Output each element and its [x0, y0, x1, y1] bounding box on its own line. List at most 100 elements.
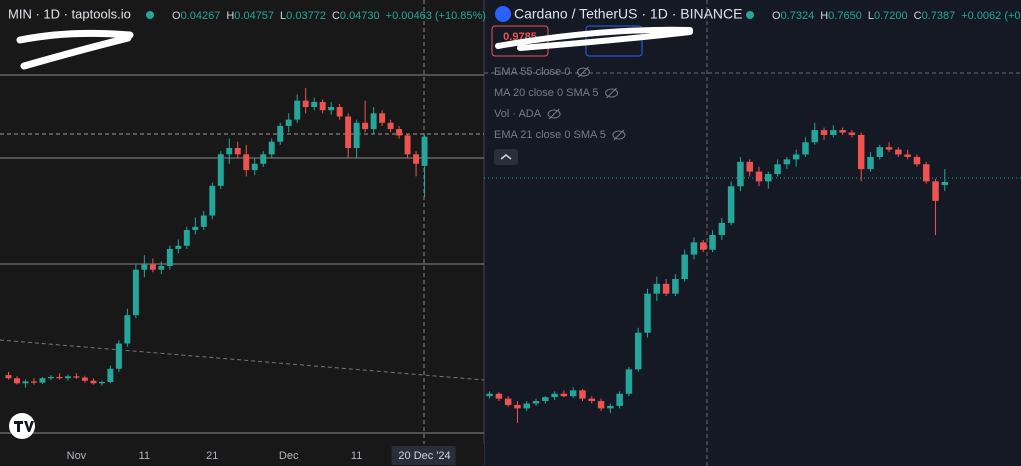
- candle-body: [124, 315, 131, 344]
- candle-body: [792, 154, 800, 160]
- candle-body: [802, 142, 809, 155]
- candle-body: [681, 254, 688, 279]
- candle-body: [514, 404, 521, 409]
- candle-body: [90, 380, 97, 384]
- candle-body: [387, 122, 394, 130]
- hide-icon-slash: [578, 66, 589, 78]
- ohlc-value: 0.04730: [340, 10, 380, 22]
- ohlc-value: 0.04267: [181, 10, 221, 22]
- ohlc-value: 0.7324: [781, 10, 815, 22]
- status-dot: [746, 11, 754, 19]
- candle-body: [141, 264, 148, 270]
- candle-body: [746, 161, 753, 172]
- candle-body: [625, 369, 633, 394]
- candle-body: [294, 100, 301, 120]
- ohlc-value: +0.00463 (+10.85%): [386, 10, 486, 22]
- candle-body: [672, 279, 679, 294]
- candle-body: [579, 390, 586, 399]
- candle-body: [830, 130, 837, 135]
- candle-body: [47, 376, 54, 379]
- candle-body: [285, 119, 292, 126]
- hide-icon: [547, 109, 561, 119]
- candle-body: [922, 164, 930, 182]
- candle-body: [727, 186, 735, 223]
- indicator-label: EMA 21 close 0 SMA 5: [494, 129, 606, 141]
- candle-body: [709, 235, 716, 250]
- candle-body: [597, 401, 605, 409]
- candle-body: [5, 375, 12, 379]
- candle-body: [30, 381, 37, 383]
- hide-icon: [576, 67, 590, 77]
- candle-body: [302, 100, 309, 107]
- candle-body: [607, 405, 614, 409]
- candle-body: [166, 248, 173, 266]
- candle-body: [551, 393, 558, 398]
- candle-body: [209, 185, 216, 216]
- candle-body: [336, 107, 343, 117]
- candle-body: [64, 376, 71, 379]
- candle-body: [353, 122, 360, 148]
- candle-body: [319, 101, 326, 111]
- indicator-label: Vol · ADA: [494, 108, 542, 120]
- ohlc-label: C: [914, 10, 922, 22]
- ohlc-label: C: [332, 10, 340, 22]
- candle-body: [217, 154, 224, 186]
- candle-body: [115, 343, 122, 369]
- ohlc-value: +0.0062 (+0: [961, 10, 1020, 22]
- candle-body: [158, 265, 165, 270]
- candle-body: [634, 332, 642, 370]
- scribble: [495, 26, 693, 51]
- candle-body: [904, 154, 911, 157]
- candle-body: [941, 181, 949, 186]
- ohlc-label: H: [820, 10, 828, 22]
- ohlc-label: H: [226, 10, 234, 22]
- candle-body: [362, 122, 369, 130]
- hide-icon-slash: [548, 108, 560, 120]
- candle-body: [774, 164, 781, 175]
- collapse-button[interactable]: [494, 149, 518, 165]
- candle-body: [81, 377, 88, 381]
- candle-body: [73, 376, 80, 378]
- candle-body: [39, 378, 46, 383]
- ohlc-value: 0.7650: [828, 10, 862, 22]
- candle-body: [149, 264, 156, 270]
- x-tick-label: Dec: [279, 450, 299, 462]
- candle-body: [700, 242, 707, 250]
- candle-body: [569, 390, 577, 397]
- candle-body: [379, 113, 386, 123]
- x-tick-label: 21: [206, 450, 218, 462]
- candle-body: [175, 245, 182, 249]
- candle-body: [328, 107, 335, 111]
- indicator-label: MA 20 close 0 SMA 5: [494, 87, 599, 99]
- candle-body: [268, 141, 275, 155]
- candle-body: [755, 171, 763, 182]
- candle-body: [98, 382, 105, 384]
- ohlc-value: 0.03772: [286, 10, 326, 22]
- ohlc-value: 0.7387: [922, 10, 956, 22]
- ohlc-label: L: [280, 10, 286, 22]
- ohlc-label: O: [172, 10, 181, 22]
- candle-body: [523, 403, 530, 409]
- candle-body: [132, 269, 139, 316]
- candle-body: [107, 368, 114, 383]
- candle-body: [867, 156, 874, 170]
- candle-body: [560, 393, 568, 397]
- candle-body: [848, 132, 856, 135]
- candle-body: [542, 397, 549, 402]
- candle-body: [653, 283, 661, 294]
- ohlc-label: O: [772, 10, 781, 22]
- hide-icon: [605, 88, 619, 98]
- candle-body: [718, 222, 726, 236]
- candle-body: [737, 161, 744, 187]
- marks: [5, 88, 949, 424]
- hide-icon-slash: [606, 87, 617, 99]
- x-tick-label: 20 Dec '24: [398, 450, 450, 462]
- candle-body: [783, 159, 791, 165]
- candle-body: [200, 215, 207, 227]
- indicator-label: EMA 55 close 0: [494, 66, 570, 78]
- trend-line: [0, 339, 485, 381]
- candle-body: [226, 148, 233, 155]
- x-tick-label: Nov: [67, 450, 87, 462]
- candle-body: [421, 136, 428, 166]
